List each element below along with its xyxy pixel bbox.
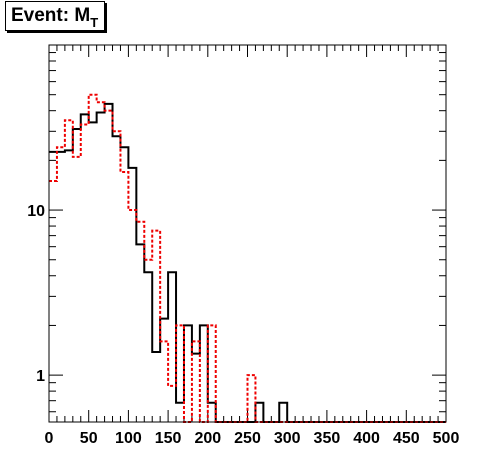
plot-frame-overlay (48, 44, 447, 423)
x-tick-label: 250 (234, 430, 261, 447)
histogram-series-dotted (49, 93, 446, 423)
x-tick-label: 0 (45, 430, 54, 447)
chart-title-main: Event: M (11, 5, 91, 26)
y-tick-label: 1 (36, 368, 45, 385)
x-tick-label: 400 (353, 430, 380, 447)
chart-title: Event: M T (5, 1, 106, 31)
y-tick-label: 10 (27, 203, 45, 220)
x-tick-label: 100 (115, 430, 142, 447)
plot-frame (48, 44, 447, 423)
x-tick-label: 350 (314, 430, 341, 447)
x-tick-label: 200 (194, 430, 221, 447)
chart-title-subscript: T (90, 14, 99, 30)
x-tick-label: 50 (80, 430, 98, 447)
x-tick-label: 500 (433, 430, 460, 447)
x-tick-label: 300 (274, 430, 301, 447)
x-tick-label: 150 (155, 430, 182, 447)
x-tick-label: 450 (393, 430, 420, 447)
